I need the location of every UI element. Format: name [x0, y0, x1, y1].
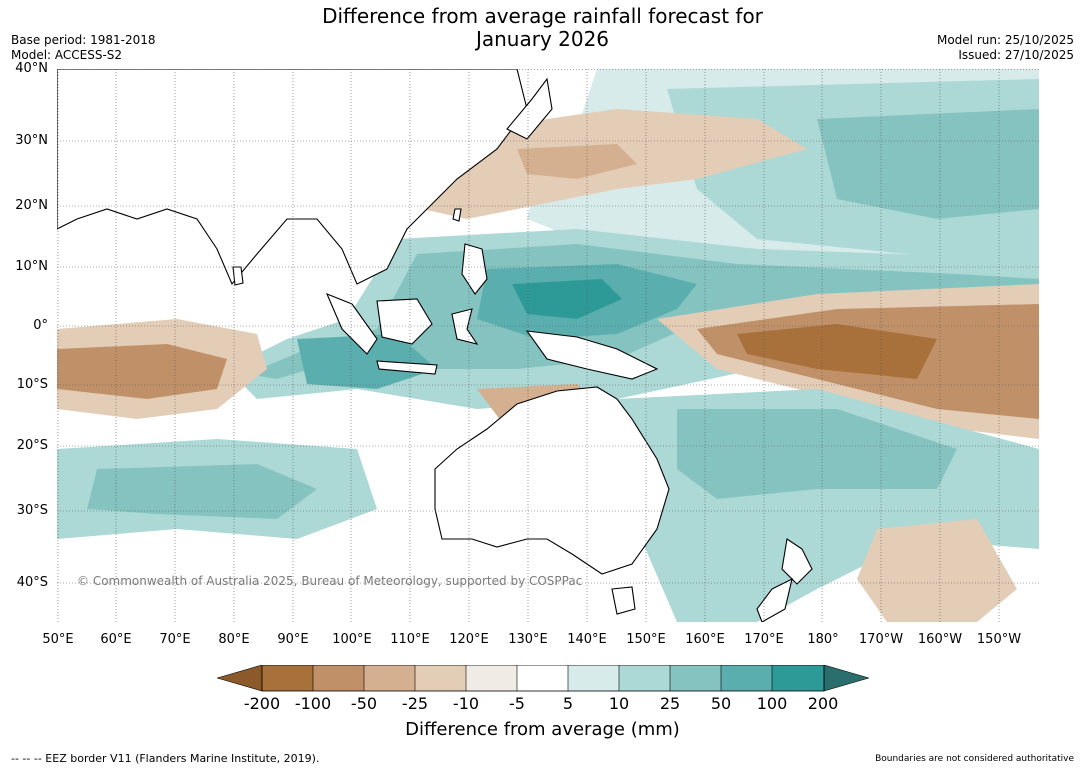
lat-label-equator: 0°: [33, 318, 48, 333]
lon-label-140e: 140°E: [567, 632, 607, 647]
colorbar-bin-dry-10-5: [466, 665, 517, 691]
colorbar-dry-extreme-arrow: [215, 664, 263, 692]
lon-label-120e: 120°E: [449, 632, 489, 647]
meta-left: Base period: 1981-2018 Model: ACCESS-S2: [11, 33, 156, 63]
colorbar-bin-wet-5-10: [568, 665, 619, 691]
java-outline: [376, 360, 438, 375]
colorbar-wet-extreme-arrow: [823, 664, 871, 692]
borneo-outline: [376, 298, 433, 345]
rainfall-anomaly-map: [57, 69, 1039, 622]
colorbar-tick-minus-25: -25: [401, 694, 429, 713]
colorbar-bin-neutral: [517, 665, 568, 691]
lon-label-60e: 60°E: [100, 632, 132, 647]
sumatra-outline: [325, 292, 378, 355]
lon-label-70e: 70°E: [159, 632, 191, 647]
lon-label-80e: 80°E: [218, 632, 250, 647]
lat-label-40s: 40°S: [16, 575, 48, 590]
colorbar-bin-wet-25-50: [670, 665, 721, 691]
lon-label-130e: 130°E: [508, 632, 548, 647]
colorbar-bin-wet-50-100: [721, 665, 772, 691]
new-guinea-outline: [525, 330, 659, 380]
philippines-outline: [461, 243, 488, 295]
colorbar-bin-dry-25-10: [415, 665, 466, 691]
graticule: [57, 69, 1039, 622]
lat-label-30s: 30°S: [16, 503, 48, 518]
colorbar-tick-minus-100: -100: [294, 694, 332, 713]
boundary-disclaimer: Boundaries are not considered authoritat…: [875, 754, 1074, 764]
colorbar-tick-minus-50: -50: [350, 694, 378, 713]
map-title-line-2: January 2026: [475, 27, 610, 51]
sulawesi-outline: [451, 308, 479, 345]
base-period-text: Base period: 1981-2018: [11, 33, 156, 47]
meta-right: Model run: 25/10/2025 Issued: 27/10/2025: [937, 33, 1074, 63]
coastlines: [57, 69, 813, 622]
colorbar-tick-50: 50: [710, 694, 732, 713]
lon-label-100e: 100°E: [332, 632, 372, 647]
colorbar-tick-100: 100: [756, 694, 788, 713]
tasmania-outline: [611, 586, 636, 615]
australia-outline: [434, 386, 670, 575]
lat-label-30n: 30°N: [15, 133, 48, 148]
lon-label-150w: 150°W: [976, 632, 1022, 647]
lat-label-20s: 20°S: [16, 438, 48, 453]
lon-label-170w: 170°W: [858, 632, 904, 647]
dry-area-south-pacific: [857, 519, 1017, 622]
colorbar-bin-dry-100-50: [313, 665, 364, 691]
colorbar-svg: [215, 664, 871, 692]
dry-band-north-inner: [517, 144, 637, 179]
colorbar-tick-minus-200: -200: [243, 694, 281, 713]
lon-label-180: 180°: [807, 632, 839, 647]
colorbar-tick-5: 5: [562, 694, 574, 713]
lon-label-50e: 50°E: [42, 632, 74, 647]
colorbar: [215, 664, 871, 695]
lon-label-160w: 160°W: [917, 632, 963, 647]
colorbar-bin-wet-100-200: [772, 665, 824, 691]
lon-label-160e: 160°E: [685, 632, 725, 647]
colorbar-frame: [261, 664, 825, 692]
colorbar-bin-wet-10-25: [619, 665, 670, 691]
colorbar-bin-dry-50-25: [364, 665, 415, 691]
wet-area-south-indian-inner: [87, 464, 317, 519]
japan-outline: [506, 77, 553, 140]
map-canvas: [57, 69, 1039, 622]
model-run-text: Model run: 25/10/2025: [936, 33, 1074, 47]
lat-label-20n: 20°N: [15, 198, 48, 213]
issued-text: Issued: 27/10/2025: [958, 48, 1074, 62]
wet-band-indian-ocean-core: [297, 334, 437, 389]
lon-label-170e: 170°E: [744, 632, 784, 647]
lon-label-150e: 150°E: [626, 632, 666, 647]
lat-label-10s: 10°S: [16, 377, 48, 392]
colorbar-dividers: [312, 665, 773, 691]
lat-label-40n: 40°N: [15, 61, 48, 76]
colorbar-title: Difference from average (mm): [405, 719, 680, 740]
colorbar-tick-minus-10: -10: [452, 694, 480, 713]
lon-label-110e: 110°E: [390, 632, 430, 647]
lon-label-90e: 90°E: [277, 632, 309, 647]
eez-border-note: -- -- -- EEZ border V11 (Flanders Marine…: [11, 752, 320, 765]
wet-area-south-pacific-inner: [677, 409, 957, 499]
new-zealand-south-outline: [756, 577, 793, 622]
sri-lanka-outline: [232, 266, 244, 286]
colorbar-tick-200: 200: [807, 694, 839, 713]
copyright-text: © Commonwealth of Australia 2025, Bureau…: [77, 574, 583, 588]
wet-band-tropical-strong: [512, 279, 622, 319]
colorbar-bin-dry-200-100: [262, 665, 313, 691]
anomaly-field: [57, 69, 1039, 622]
new-zealand-north-outline: [781, 538, 813, 585]
colorbar-tick-minus-5: -5: [509, 694, 525, 713]
colorbar-tick-10: 10: [608, 694, 630, 713]
model-text: Model: ACCESS-S2: [11, 48, 123, 62]
wet-area-north-pacific-inner: [817, 109, 1039, 219]
map-title-line-1: Difference from average rainfall forecas…: [322, 4, 763, 28]
lat-label-10n: 10°N: [15, 259, 48, 274]
taiwan-outline: [452, 208, 462, 222]
asia-mainland-outline: [57, 69, 528, 286]
colorbar-tick-25: 25: [659, 694, 681, 713]
dry-tongue-pacific-core: [737, 324, 937, 379]
